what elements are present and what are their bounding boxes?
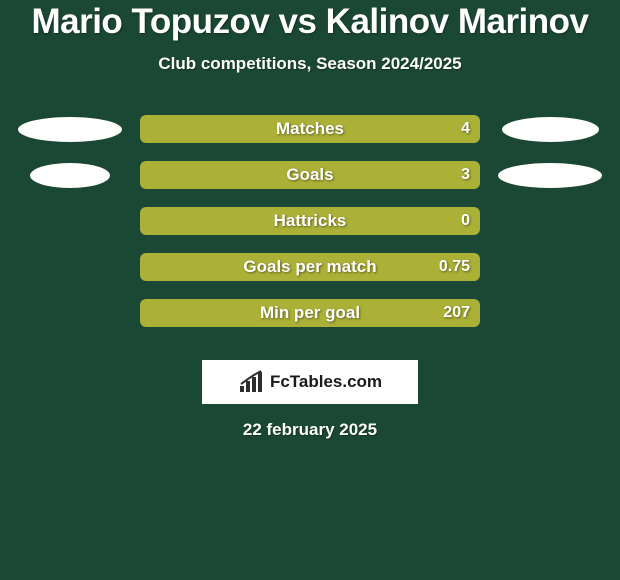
- stat-bar: Matches4: [140, 115, 480, 143]
- stat-value: 0: [461, 207, 470, 235]
- stat-label: Hattricks: [140, 207, 480, 235]
- stat-row: Min per goal207: [0, 290, 620, 336]
- stat-value: 0.75: [439, 253, 470, 281]
- stat-label: Goals per match: [140, 253, 480, 281]
- season-subtitle: Club competitions, Season 2024/2025: [0, 54, 620, 74]
- stat-label: Matches: [140, 115, 480, 143]
- stat-row: Goals per match0.75: [0, 244, 620, 290]
- stat-bar: Hattricks0: [140, 207, 480, 235]
- player-right-ellipse: [502, 117, 599, 142]
- player-left-ellipse: [30, 163, 110, 188]
- stat-label: Goals: [140, 161, 480, 189]
- stat-rows: Matches4Goals3Hattricks0Goals per match0…: [0, 106, 620, 336]
- player-right-ellipse: [498, 163, 602, 188]
- comparison-infographic: Mario Topuzov vs Kalinov Marinov Club co…: [0, 0, 620, 580]
- stat-label: Min per goal: [140, 299, 480, 327]
- brand-text: FcTables.com: [270, 372, 382, 392]
- stat-row: Hattricks0: [0, 198, 620, 244]
- page-title: Mario Topuzov vs Kalinov Marinov: [0, 2, 620, 42]
- left-ellipse-slot: [0, 117, 140, 142]
- stat-bar: Goals3: [140, 161, 480, 189]
- player-left-ellipse: [18, 117, 122, 142]
- stat-value: 207: [443, 299, 470, 327]
- brand-badge: FcTables.com: [202, 360, 418, 404]
- stat-bar: Goals per match0.75: [140, 253, 480, 281]
- stat-row: Goals3: [0, 152, 620, 198]
- stat-value: 3: [461, 161, 470, 189]
- brand-bars-icon: [238, 370, 266, 394]
- stat-row: Matches4: [0, 106, 620, 152]
- footer-date: 22 february 2025: [0, 420, 620, 440]
- stat-value: 4: [461, 115, 470, 143]
- stat-bar: Min per goal207: [140, 299, 480, 327]
- right-ellipse-slot: [480, 117, 620, 142]
- right-ellipse-slot: [480, 163, 620, 188]
- left-ellipse-slot: [0, 163, 140, 188]
